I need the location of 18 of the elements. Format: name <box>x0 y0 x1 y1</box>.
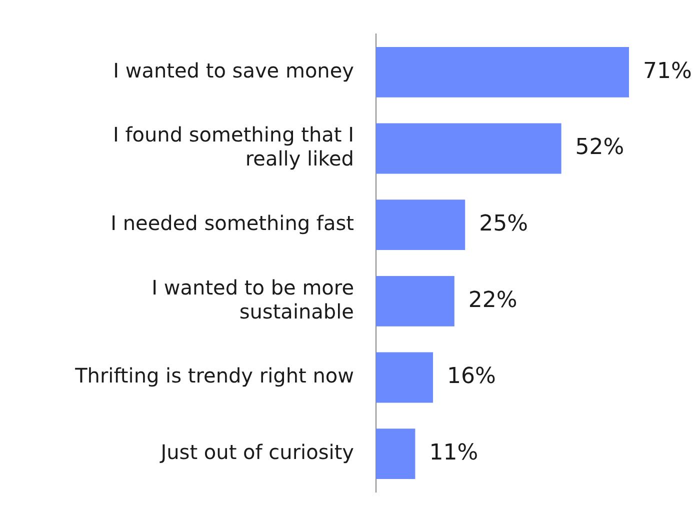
data-label: 71% <box>643 58 692 84</box>
bar <box>376 46 629 98</box>
bar <box>376 352 434 403</box>
bar <box>376 276 454 326</box>
y-tick-label: Thrifting is trendy right now <box>74 364 354 388</box>
data-label: 22% <box>468 288 518 313</box>
data-label: 11% <box>429 440 478 466</box>
bar <box>376 123 562 174</box>
data-label: 52% <box>575 135 624 160</box>
y-tick-label: I wanted to save money <box>113 58 354 82</box>
y-tick-label: Just out of curiosity <box>158 440 354 464</box>
data-label: 16% <box>447 364 496 390</box>
data-label: 25% <box>479 212 528 237</box>
y-tick-label: I found something that I really liked <box>112 122 354 171</box>
bar <box>376 428 416 480</box>
y-tick-label: I wanted to be more sustainable <box>152 275 354 324</box>
bar <box>376 200 466 250</box>
y-tick-label: I needed something fast <box>110 211 354 236</box>
